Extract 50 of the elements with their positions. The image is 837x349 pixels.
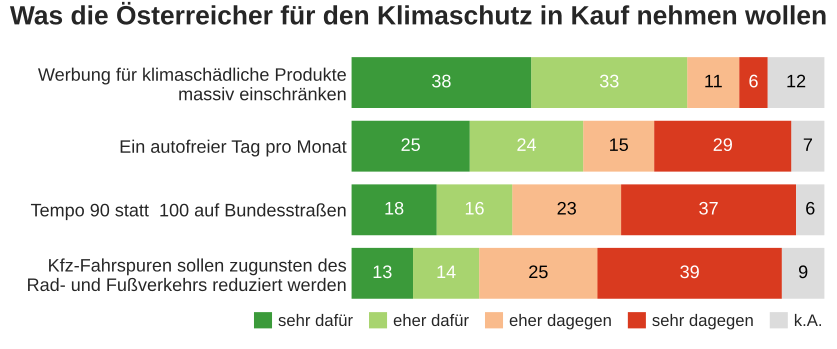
- data-label: 25: [529, 265, 548, 278]
- data-label: 11: [705, 74, 722, 88]
- bar: [352, 248, 414, 299]
- data-label: 33: [600, 74, 619, 88]
- data-label: 15: [610, 138, 628, 152]
- legend-label: k.A.: [794, 314, 821, 326]
- y-tick-label: Ein autofreier Tag pro Monat: [120, 140, 347, 156]
- legend-label: sehr dafür: [278, 314, 353, 326]
- data-label: 16: [466, 202, 484, 215]
- bar: [654, 120, 792, 172]
- bar: [352, 120, 470, 172]
- bar: [768, 57, 824, 108]
- bar: [583, 120, 654, 172]
- data-label: 24: [517, 138, 536, 151]
- legend-label: eher dagegen: [510, 314, 611, 330]
- bar: [413, 248, 480, 299]
- bar: [352, 57, 532, 108]
- data-label: 39: [680, 265, 699, 278]
- y-tick-label: Werbung für klimaschädliche Produkte massiv einschränken: [38, 68, 346, 100]
- chart-title: Was die Österreicher für den Klimaschutz in Kauf nehmen wollen: [10, 2, 826, 25]
- data-label: 9: [798, 265, 808, 278]
- legend-label: sehr dagegen: [652, 314, 753, 330]
- y-tick-label: Tempo 90 statt 100 auf Bundesstraßen: [30, 203, 346, 220]
- data-label: 18: [385, 202, 404, 215]
- bar: [739, 57, 768, 108]
- bar: [791, 120, 824, 172]
- data-label: 29: [714, 138, 732, 152]
- bar: [621, 184, 796, 236]
- data-label: 38: [432, 74, 451, 88]
- bar: [352, 184, 437, 236]
- bar: [531, 57, 688, 108]
- data-label: 6: [806, 202, 814, 215]
- bar: [436, 184, 512, 236]
- bar: [479, 248, 598, 299]
- bar: [597, 248, 782, 299]
- data-label: 14: [437, 266, 456, 278]
- data-label: 7: [804, 138, 812, 151]
- bar: [782, 248, 824, 299]
- bar: [512, 184, 622, 236]
- data-label: 12: [787, 74, 806, 88]
- bar: [470, 120, 584, 172]
- data-label: 37: [699, 202, 718, 215]
- y-tick-label: Kfz-Fahrspuren sollen zugunsten des Rad- und Fußverkehrs reduziert werden: [28, 258, 346, 292]
- data-label: 6: [749, 74, 758, 88]
- bar: [796, 184, 824, 236]
- data-label: 25: [402, 138, 420, 152]
- legend-label: eher dafür: [394, 314, 469, 326]
- data-label: 23: [558, 202, 576, 215]
- data-label: 13: [374, 265, 392, 278]
- bar: [687, 57, 740, 108]
